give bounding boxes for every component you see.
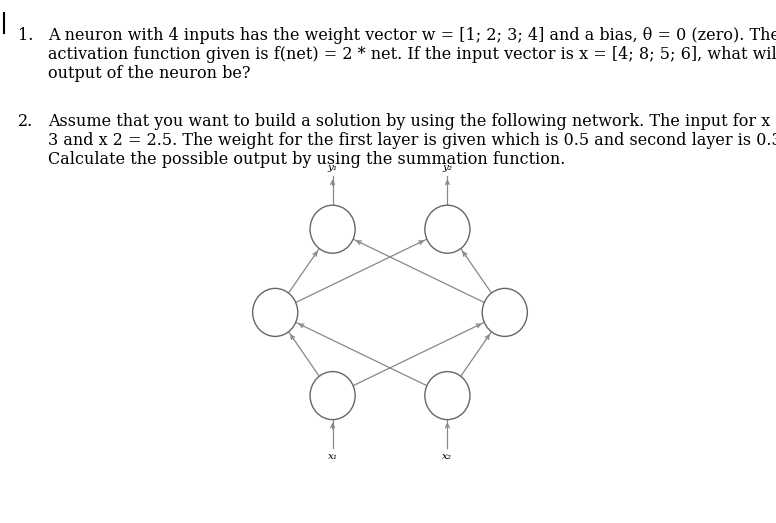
Ellipse shape — [482, 288, 528, 336]
Text: Assume that you want to build a solution by using the following network. The inp: Assume that you want to build a solution… — [48, 113, 776, 130]
Text: Calculate the possible output by using the summation function.: Calculate the possible output by using t… — [48, 151, 566, 168]
Text: output of the neuron be?: output of the neuron be? — [48, 65, 251, 82]
Text: x₂: x₂ — [442, 452, 452, 461]
Text: A neuron with 4 inputs has the weight vector w = [1; 2; 3; 4] and a bias, θ = 0 : A neuron with 4 inputs has the weight ve… — [48, 27, 776, 44]
Text: activation function given is f(net) = 2 * net. If the input vector is x = [4; 8;: activation function given is f(net) = 2 … — [48, 46, 776, 63]
Text: x₁: x₁ — [327, 452, 338, 461]
Ellipse shape — [253, 288, 298, 336]
Text: 2.: 2. — [18, 113, 33, 130]
Text: 3 and x 2 = 2.5. The weight for the first layer is given which is 0.5 and second: 3 and x 2 = 2.5. The weight for the firs… — [48, 132, 776, 149]
Ellipse shape — [310, 205, 355, 253]
Text: y₁: y₁ — [327, 163, 338, 173]
Text: y₂: y₂ — [442, 163, 452, 173]
Ellipse shape — [424, 205, 470, 253]
Ellipse shape — [424, 372, 470, 419]
Ellipse shape — [310, 372, 355, 419]
Text: 1.: 1. — [18, 27, 33, 44]
